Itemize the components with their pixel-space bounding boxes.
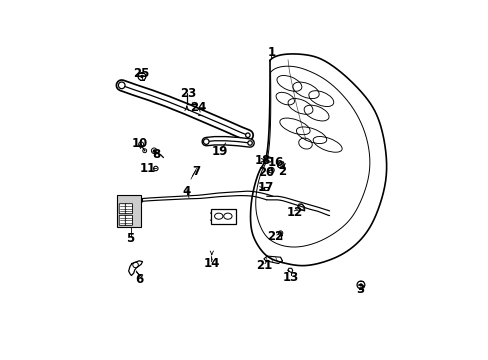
FancyBboxPatch shape bbox=[117, 194, 141, 227]
Circle shape bbox=[198, 111, 201, 113]
Text: 9: 9 bbox=[217, 216, 225, 229]
Text: 23: 23 bbox=[180, 87, 196, 100]
Text: 24: 24 bbox=[189, 101, 206, 114]
Text: 6: 6 bbox=[135, 273, 143, 286]
Text: 21: 21 bbox=[255, 259, 271, 272]
Circle shape bbox=[247, 141, 252, 145]
Text: 25: 25 bbox=[133, 67, 149, 80]
Text: 13: 13 bbox=[282, 271, 298, 284]
Text: 1: 1 bbox=[267, 46, 275, 59]
FancyBboxPatch shape bbox=[210, 209, 235, 224]
Text: 7: 7 bbox=[192, 165, 200, 178]
Text: 20: 20 bbox=[258, 166, 274, 179]
Circle shape bbox=[152, 149, 155, 152]
Text: 10: 10 bbox=[131, 137, 147, 150]
FancyBboxPatch shape bbox=[125, 204, 132, 214]
FancyBboxPatch shape bbox=[119, 204, 126, 214]
Text: 15: 15 bbox=[209, 211, 225, 224]
Text: 3: 3 bbox=[355, 283, 364, 296]
Circle shape bbox=[245, 133, 249, 138]
Circle shape bbox=[359, 283, 362, 287]
Circle shape bbox=[224, 217, 226, 220]
Text: 18: 18 bbox=[254, 154, 271, 167]
Text: 8: 8 bbox=[152, 148, 160, 161]
Text: 5: 5 bbox=[125, 232, 134, 245]
Text: 19: 19 bbox=[211, 145, 228, 158]
Text: 17: 17 bbox=[257, 181, 273, 194]
Circle shape bbox=[270, 169, 272, 171]
Text: 2: 2 bbox=[278, 165, 286, 178]
Text: 12: 12 bbox=[286, 206, 303, 219]
Text: 16: 16 bbox=[267, 157, 283, 170]
Circle shape bbox=[118, 82, 125, 89]
Text: 11: 11 bbox=[140, 162, 156, 175]
Text: 4: 4 bbox=[183, 185, 191, 198]
FancyBboxPatch shape bbox=[119, 215, 126, 225]
Circle shape bbox=[203, 139, 208, 144]
Text: 22: 22 bbox=[267, 230, 283, 243]
Text: 14: 14 bbox=[203, 257, 220, 270]
FancyBboxPatch shape bbox=[125, 215, 132, 225]
Circle shape bbox=[140, 75, 143, 78]
